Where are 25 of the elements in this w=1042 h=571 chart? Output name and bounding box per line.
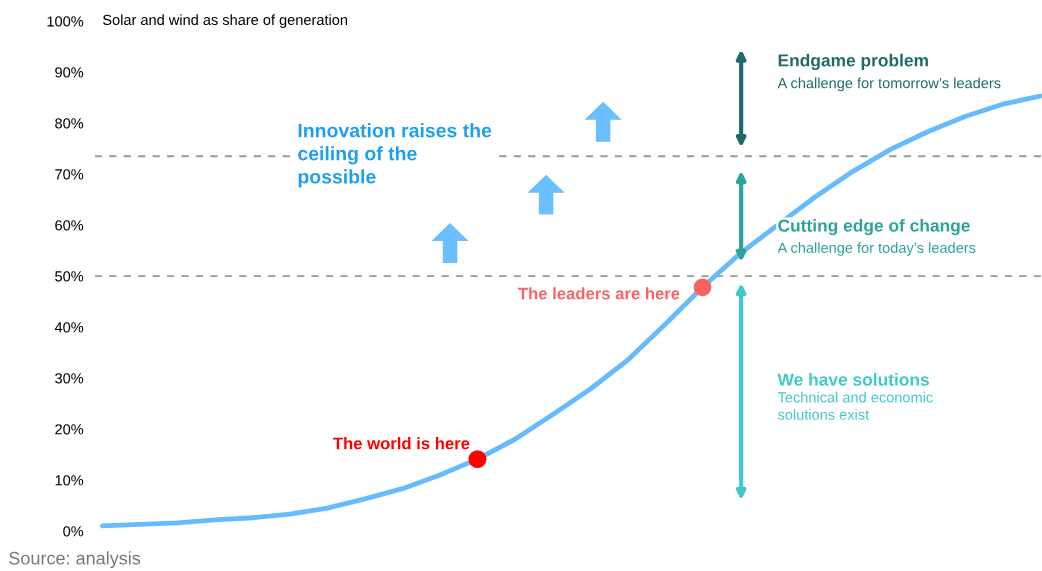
y-tick-label: 10% xyxy=(55,475,84,486)
annotation: The leaders are here xyxy=(518,287,680,300)
annotation: A challenge for tomorrow’s leaders xyxy=(777,77,1001,92)
annotation: Innovation raises the ceiling of the possible xyxy=(298,123,492,188)
line-series xyxy=(99,93,1042,529)
annotation: A challenge for today’s leaders xyxy=(777,242,976,256)
y-tick-label: 30% xyxy=(55,373,84,384)
annotation: Cutting edge of change xyxy=(778,219,970,236)
y-tick-label: 60% xyxy=(55,220,84,231)
point xyxy=(468,450,487,469)
y-tick-label: 90% xyxy=(55,67,84,78)
y-tick-label: 0% xyxy=(63,526,84,537)
y-tick-label: 70% xyxy=(55,169,84,180)
y-tick-label: 50% xyxy=(55,271,84,282)
y-axis-title: Solar and wind as share of generation xyxy=(102,14,348,28)
annotation: The world is here xyxy=(333,437,470,450)
y-tick-label: 100% xyxy=(47,16,84,27)
point xyxy=(693,278,712,297)
annotation: We have solutions xyxy=(777,373,929,386)
y-tick-label: 40% xyxy=(54,322,84,333)
y-tick-label: 80% xyxy=(55,118,84,129)
y-tick-label: 20% xyxy=(55,424,84,435)
annotation: Endgame problem xyxy=(778,53,928,71)
source-note: Source: analysis xyxy=(9,551,141,569)
annotation: Technical and economic solutions exist xyxy=(777,391,933,420)
